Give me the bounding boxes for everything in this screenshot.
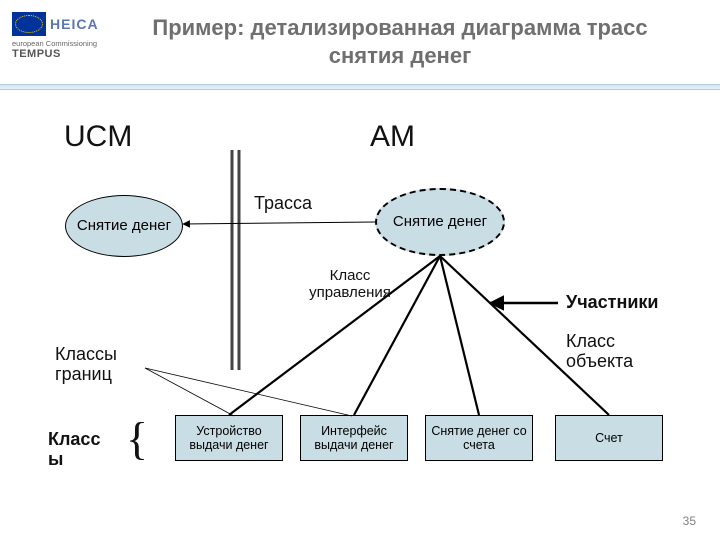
- logo-subtitle: european Commissioning: [12, 40, 102, 48]
- object-class-label: Класс объекта: [566, 332, 666, 372]
- slide: HEICA european Commissioning TEMPUS Прим…: [0, 0, 720, 540]
- box-interface-label: Интерфейс выдачи денег: [305, 424, 403, 453]
- heica-logo: HEICA: [12, 10, 102, 38]
- participants-label: Участники: [566, 292, 659, 313]
- heica-text: HEICA: [50, 16, 99, 32]
- box-account-label: Счет: [595, 431, 623, 445]
- ucm-header: UCM: [64, 120, 132, 154]
- classes-label: Класс ы: [48, 430, 128, 470]
- box-device: Устройство выдачи денег: [175, 415, 283, 461]
- am-header: AM: [370, 120, 415, 154]
- box-interface: Интерфейс выдачи денег: [300, 415, 408, 461]
- trace-label: Трасса: [254, 193, 312, 214]
- brace-icon: {: [126, 412, 148, 465]
- ucm-use-case-node: Снятие денег: [65, 195, 183, 257]
- logo-cluster: HEICA european Commissioning TEMPUS: [12, 10, 102, 60]
- am-use-case-label: Снятие денег: [393, 213, 487, 230]
- box-withdraw-label: Снятие денег со счета: [430, 424, 528, 453]
- eu-flag-icon: [12, 12, 46, 36]
- page-number: 35: [683, 514, 696, 528]
- boundary-classes-label: Классы границ: [55, 345, 155, 385]
- tempus-logo: TEMPUS: [12, 48, 102, 60]
- slide-title: Пример: детализированная диаграмма трасс…: [150, 14, 650, 69]
- am-use-case-node: Снятие денег: [375, 188, 505, 256]
- box-withdraw: Снятие денег со счета: [425, 415, 533, 461]
- box-device-label: Устройство выдачи денег: [180, 424, 278, 453]
- box-account: Счет: [555, 415, 663, 461]
- header-band: [0, 84, 720, 90]
- ucm-use-case-label: Снятие денег: [77, 217, 171, 234]
- control-class-label: Класс управления: [290, 268, 410, 301]
